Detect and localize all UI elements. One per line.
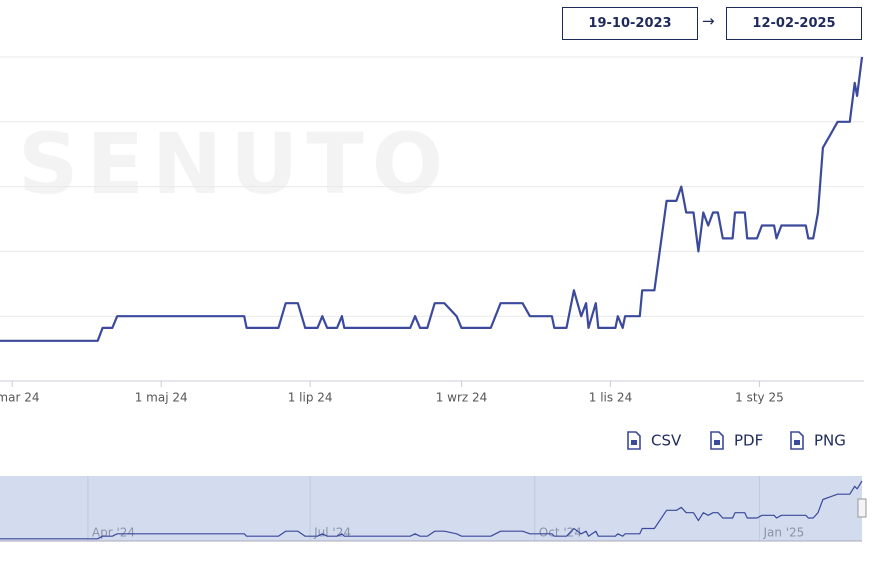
watermark: SENUTO	[18, 115, 451, 213]
export-pdf-button[interactable]: PDF	[710, 431, 763, 450]
arrow: →	[702, 12, 715, 30]
navigator-tick-label: Jul '24	[313, 526, 351, 540]
file-icon-detail	[714, 440, 720, 445]
navigator-tick-label: Oct '24	[539, 526, 582, 540]
navigator-line	[0, 480, 863, 540]
x-tick-label: 1 maj 24	[135, 391, 188, 405]
export-label: PNG	[814, 432, 846, 450]
file-icon	[627, 431, 641, 450]
series-line	[0, 56, 864, 342]
file-icon-detail	[794, 440, 800, 445]
export-label: PDF	[734, 432, 763, 450]
x-tick-label: 1 wrz 24	[436, 391, 488, 405]
file-icon	[790, 431, 804, 450]
x-tick-label: 1 lip 24	[288, 391, 333, 405]
x-tick-label: 1 sty 25	[735, 391, 784, 405]
file-icon	[710, 431, 724, 450]
export-png-button[interactable]: PNG	[790, 431, 846, 450]
export-csv-button[interactable]: CSV	[627, 431, 682, 450]
file-icon-detail	[631, 440, 637, 445]
date-to[interactable]: 12-02-2025	[726, 7, 862, 40]
navigator-handle[interactable]	[857, 498, 867, 518]
x-tick-label: 1 mar 24	[0, 391, 39, 405]
navigator-tick-label: Apr '24	[92, 526, 135, 540]
navigator-background	[0, 476, 862, 541]
navigator-tick-label: Jan '25	[762, 526, 804, 540]
x-tick-label: 1 lis 24	[589, 391, 632, 405]
date-from[interactable]: 19-10-2023	[562, 7, 698, 40]
export-label: CSV	[651, 432, 682, 450]
